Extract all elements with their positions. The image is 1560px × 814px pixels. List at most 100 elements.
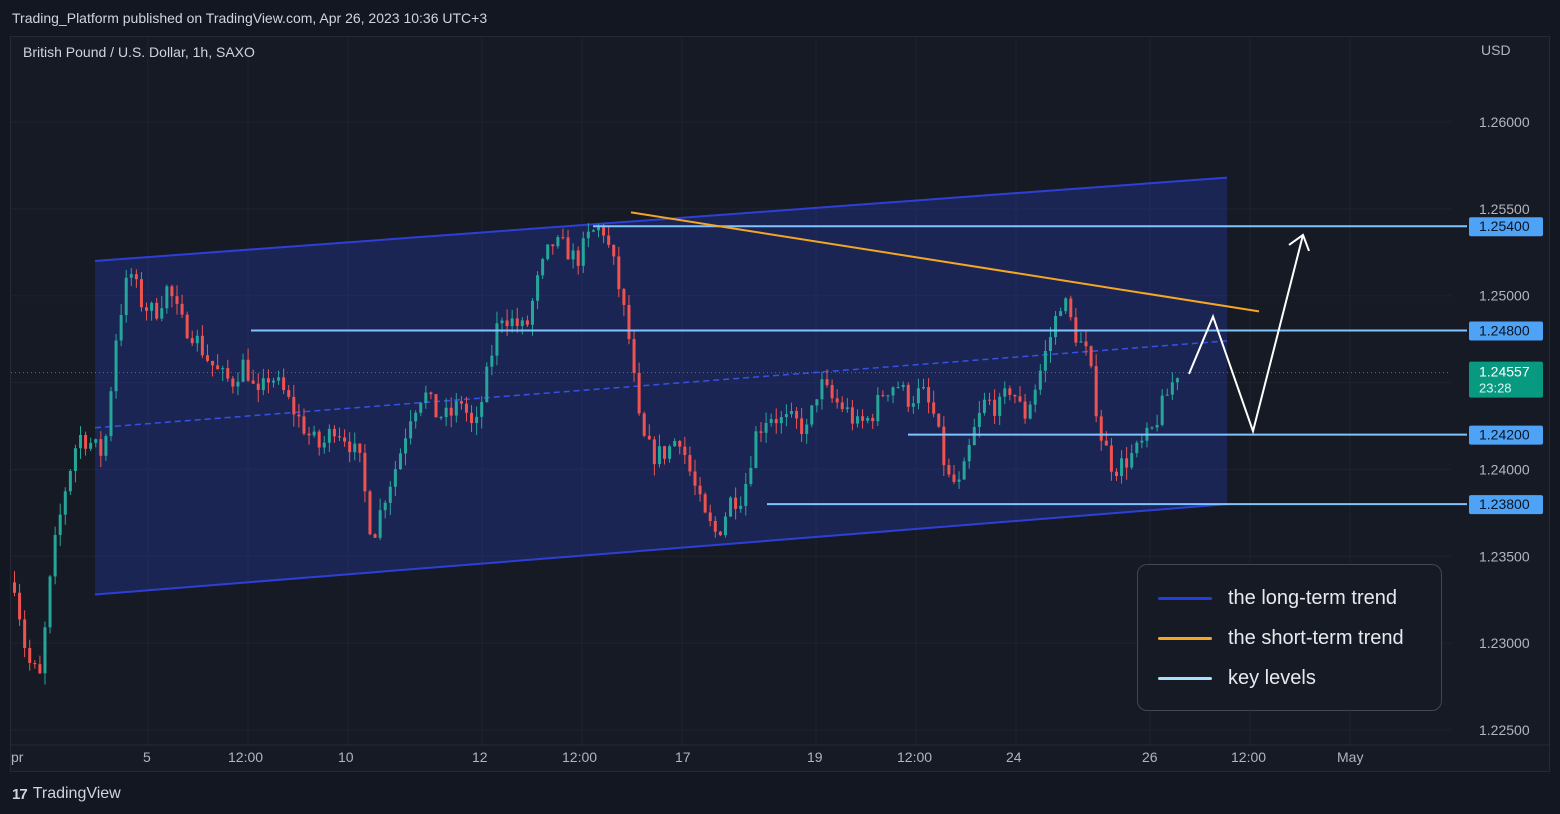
candle-body xyxy=(48,576,52,628)
candle-body xyxy=(1084,341,1088,347)
candle-body xyxy=(850,407,854,424)
candle-body xyxy=(937,413,941,427)
candle-body xyxy=(784,414,788,418)
candle-body xyxy=(866,417,870,421)
candle-body xyxy=(150,302,154,311)
candle-body xyxy=(307,433,311,436)
symbol-title: British Pound / U.S. Dollar, 1h, SAXO xyxy=(23,44,255,60)
published-text: Trading_Platform published on TradingVie… xyxy=(12,10,488,26)
legend-label: the long-term trend xyxy=(1228,587,1397,609)
candle-body xyxy=(622,289,626,305)
candle-body xyxy=(764,422,768,433)
candle-body xyxy=(236,381,240,387)
candle-body xyxy=(962,461,966,480)
candle-body xyxy=(241,359,245,382)
candle-body xyxy=(490,355,494,367)
candle-body xyxy=(551,244,555,247)
candle-body xyxy=(1048,337,1052,351)
x-tick-label: 24 xyxy=(1006,749,1022,765)
candle-body xyxy=(515,318,519,326)
candle-body xyxy=(470,412,474,424)
candle-body xyxy=(1120,458,1124,477)
y-tick-label: 1.22500 xyxy=(1479,722,1530,738)
candle-body xyxy=(663,446,667,459)
y-tick-label: 1.24000 xyxy=(1479,461,1530,477)
candle-body xyxy=(429,392,433,395)
projection-arrow-head xyxy=(1288,233,1310,252)
candle-body xyxy=(525,320,529,325)
candle-body xyxy=(647,435,651,440)
candle-body xyxy=(505,320,509,327)
candle-body xyxy=(591,230,595,232)
candle-body xyxy=(825,379,829,386)
candle-body xyxy=(541,259,545,276)
chart-svg[interactable]: 1.25400 1.24800 1.24200 1.23800 1.26000 1.255… xyxy=(11,37,1550,772)
candle-body xyxy=(414,412,418,422)
candle-body xyxy=(322,442,326,448)
candle-body xyxy=(363,452,367,492)
candle-body xyxy=(789,410,793,415)
candle-body xyxy=(546,244,550,260)
candle-body xyxy=(388,486,392,503)
candle-body xyxy=(18,592,22,620)
candle-body xyxy=(332,428,336,437)
key-level-price-tag xyxy=(1469,321,1543,341)
candle-body xyxy=(632,339,636,373)
candle-body xyxy=(749,467,753,484)
candle-body xyxy=(708,512,712,522)
candle-body xyxy=(1114,471,1118,477)
candle-body xyxy=(231,378,235,387)
candle-body xyxy=(155,302,159,319)
candle-body xyxy=(815,399,819,406)
candle-body xyxy=(73,448,77,471)
candle-body xyxy=(63,491,67,515)
candle-body xyxy=(485,366,489,402)
candle-body xyxy=(500,320,504,324)
x-tick-label: 12:00 xyxy=(1231,749,1266,765)
candle-body xyxy=(617,256,621,290)
candle-body xyxy=(922,387,926,389)
candle-body xyxy=(855,416,859,424)
candle-body xyxy=(942,426,946,466)
candle-body xyxy=(586,231,590,239)
candle-body xyxy=(1013,394,1017,397)
x-tick-label: 12:00 xyxy=(228,749,263,765)
tradingview-logo[interactable]: 17 TradingView xyxy=(12,785,121,803)
candle-body xyxy=(901,384,905,388)
candle-body xyxy=(449,407,453,416)
candle-body xyxy=(221,368,225,370)
candle-body xyxy=(576,250,580,266)
candle-body xyxy=(287,390,291,397)
candle-body xyxy=(216,365,220,370)
key-level-price-label: 1.25400 xyxy=(1479,218,1530,234)
candle-body xyxy=(774,419,778,424)
x-tick-label: 26 xyxy=(1142,749,1158,765)
candle-body xyxy=(820,379,824,400)
key-level-price-tag xyxy=(1469,495,1543,515)
currency-label: USD xyxy=(1481,42,1511,58)
candle-body xyxy=(129,274,133,278)
candle-body xyxy=(439,416,443,418)
x-tick-label: May xyxy=(1337,749,1363,765)
candle-body xyxy=(520,320,524,326)
candle-body xyxy=(338,436,342,438)
candle-body xyxy=(353,443,357,453)
candle-body xyxy=(861,416,865,421)
last-price-label: 1.24557 xyxy=(1479,364,1530,380)
candle-body xyxy=(1018,396,1022,402)
candle-body xyxy=(566,237,570,260)
candle-body xyxy=(581,238,585,266)
candle-body xyxy=(840,402,844,410)
candle-body xyxy=(810,405,814,425)
candle-body xyxy=(703,494,707,513)
candle-body xyxy=(734,497,738,509)
chart-area[interactable]: 1.25400 1.24800 1.24200 1.23800 1.26000 1.255… xyxy=(10,36,1550,772)
candle-body xyxy=(1104,440,1108,446)
key-level-price-tag xyxy=(1469,425,1543,445)
candle-body xyxy=(571,250,575,260)
candle-body xyxy=(835,398,839,403)
candle-body xyxy=(480,401,484,417)
candle-body xyxy=(1033,389,1037,405)
candle-body xyxy=(454,401,458,416)
candle-body xyxy=(109,391,113,437)
